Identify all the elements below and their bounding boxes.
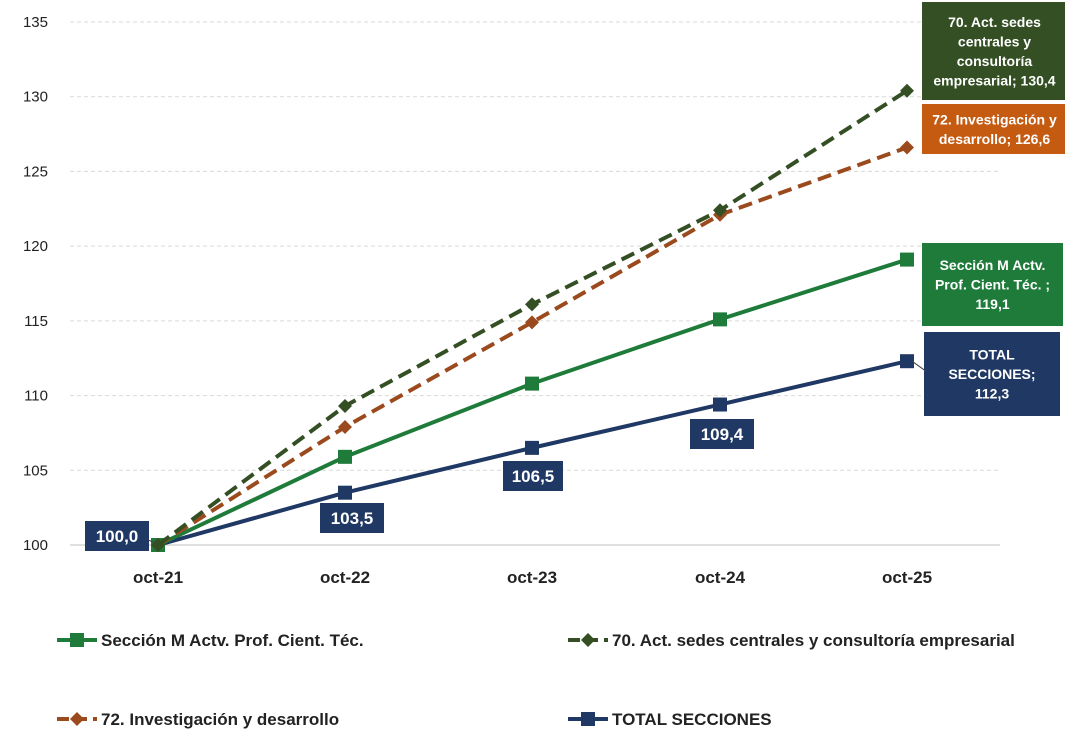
end-label-seccion-m: Sección M Actv. Prof. Cient. Téc. ; 119,1 [922, 243, 1063, 326]
y-tick-label: 120 [23, 238, 48, 255]
point-label-text: 106,5 [512, 467, 555, 486]
x-tick-label: oct-23 [507, 568, 557, 587]
data-point [338, 399, 352, 414]
y-tick-label: 125 [23, 163, 48, 180]
legend-item: 72. Investigación y desarrollo [57, 710, 339, 729]
data-point [900, 354, 914, 369]
point-label-box [503, 461, 563, 491]
data-point [713, 397, 727, 412]
data-point [900, 83, 914, 98]
callout-text: empresarial; 130,4 [933, 72, 1055, 88]
callout-box [922, 104, 1065, 154]
callout-text: centrales y [958, 33, 1031, 49]
legend-label: TOTAL SECCIONES [612, 710, 772, 729]
point-label-text: 109,4 [701, 425, 744, 444]
series-line [156, 145, 908, 547]
data-point [151, 538, 165, 552]
point-label-box [85, 521, 149, 551]
y-tick-label: 135 [23, 14, 48, 31]
legend-marker [581, 633, 595, 647]
callout-box [922, 243, 1063, 326]
y-tick-label: 105 [23, 462, 48, 479]
x-tick-label: oct-21 [133, 568, 183, 587]
data-point [338, 449, 352, 464]
y-tick-label: 110 [24, 388, 48, 405]
point-label-box [320, 503, 384, 533]
callout-text: 72. Investigación y [932, 111, 1057, 127]
data-labels: 70. Act. sedes centrales y consultoría empr… [85, 2, 1065, 551]
series-2 [151, 83, 914, 552]
legend-item: 70. Act. sedes centrales y consultoría e… [568, 631, 1015, 650]
callout-text: Sección M Actv. [940, 257, 1046, 273]
callout-text: 119,1 [975, 296, 1009, 312]
end-label-70: 70. Act. sedes centrales y consultoría empr… [922, 2, 1065, 100]
end-label-total: TOTAL SECCIONES; 112,3 [924, 332, 1060, 416]
y-axis: 100 105 110 115 120 125 130 135 [23, 14, 48, 554]
callout-text: consultoría [957, 53, 1033, 69]
legend-label: 70. Act. sedes centrales y consultoría e… [612, 631, 1015, 650]
legend-label: Sección M Actv. Prof. Cient. Téc. [101, 631, 364, 650]
point-label-text: 103,5 [331, 509, 374, 528]
legend-item: TOTAL SECCIONES [568, 710, 772, 729]
callout-text: desarrollo; 126,6 [939, 131, 1050, 147]
end-label-72: 72. Investigación y desarrollo; 126,6 [922, 104, 1065, 154]
data-point [900, 252, 914, 267]
callout-text: Prof. Cient. Téc. ; [935, 277, 1050, 293]
data-point [525, 376, 539, 391]
data-point [525, 315, 539, 330]
y-tick-label: 100 [23, 537, 48, 554]
x-tick-label: oct-24 [695, 568, 746, 587]
point-label: 103,5 [320, 503, 384, 533]
callout-text: 70. Act. sedes [948, 14, 1041, 30]
data-point [900, 140, 914, 155]
data-point [338, 419, 352, 434]
legend-label: 72. Investigación y desarrollo [101, 710, 339, 729]
x-tick-label: oct-22 [320, 568, 370, 587]
data-point [713, 203, 727, 218]
callout-box [922, 2, 1065, 100]
point-label: 106,5 [503, 461, 563, 491]
y-tick-label: 130 [23, 89, 48, 106]
series-lines [151, 83, 914, 552]
leader-line [147, 539, 157, 544]
legend-item: Sección M Actv. Prof. Cient. Téc. [57, 631, 364, 650]
legend-marker [581, 712, 595, 726]
x-axis: oct-21 oct-22 oct-23 oct-24 oct-25 [133, 568, 932, 587]
data-point [713, 312, 727, 327]
point-label-text: 100,0 [96, 527, 139, 546]
grid-lines [70, 21, 1000, 546]
legend: Sección M Actv. Prof. Cient. Téc. 70. Act… [57, 631, 1015, 729]
legend-marker [70, 633, 84, 647]
callout-text: TOTAL [969, 347, 1015, 363]
y-tick-label: 115 [24, 313, 48, 330]
data-point [525, 440, 539, 455]
x-tick-label: oct-25 [882, 568, 932, 587]
point-label: 109,4 [690, 419, 754, 449]
data-point [338, 485, 352, 500]
series-4 [151, 354, 914, 552]
callout-text: SECCIONES; [948, 366, 1035, 382]
leader-line [911, 360, 927, 372]
data-point [525, 297, 539, 312]
point-label: 100,0 [85, 521, 149, 551]
point-label-box [690, 419, 754, 449]
legend-marker [70, 712, 84, 726]
series-1 [151, 252, 914, 552]
callout-box [924, 332, 1060, 416]
callout-text: 112,3 [975, 386, 1009, 402]
